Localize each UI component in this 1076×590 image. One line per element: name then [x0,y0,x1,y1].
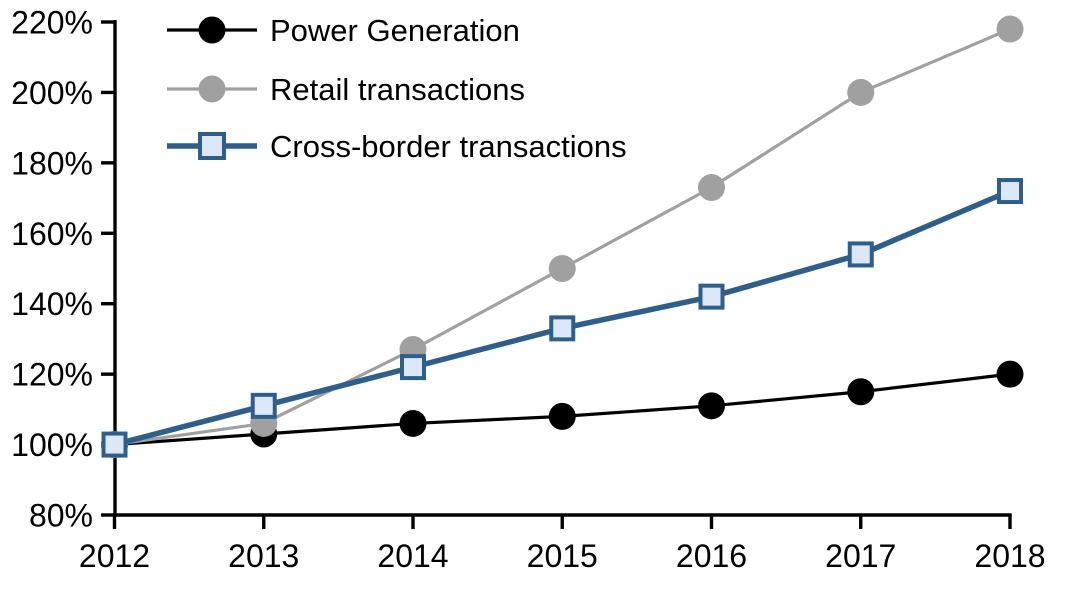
marker-cross-border-transactions-2013 [250,392,277,419]
marker-power-generation-2017 [847,378,875,406]
legend-marker-circle [198,16,226,44]
axis-labels: 80% 100% 120% 140% 160% 180% 200% 220% 2012 2013 2… [11,5,1045,575]
marker-cross-border-transactions-2017 [847,241,874,268]
x-axis-tick-label: 2012 [79,538,150,574]
y-axis-tick-label: 160% [11,216,93,252]
marker-retail-transactions-2018 [996,15,1024,43]
marker-cross-border-transactions-2018 [997,178,1023,205]
legend-label: Cross-border transactions [270,129,627,164]
legend-label: Power Generation [270,13,520,48]
y-axis-tick-label: 220% [11,5,93,41]
marker-retail-transactions-2015 [548,255,576,282]
marker-power-generation-2014 [399,409,427,437]
legend-marker-square [198,132,226,160]
marker-cross-border-transactions-2012 [101,431,128,458]
y-axis-tick-label: 120% [11,357,93,393]
legend-item-retail-transactions: Retail transactions [167,72,525,107]
x-axis-tick-label: 2016 [676,538,747,574]
y-axis-tick-label: 200% [11,75,93,111]
marker-cross-border-transactions-2014 [400,354,426,381]
marker-power-generation-2018 [996,360,1024,388]
x-axis-tick-label: 2013 [228,538,299,574]
y-axis-tick-label: 140% [11,286,93,322]
marker-retail-transactions-2017 [847,78,875,106]
legend-item-cross-border-transactions: Cross-border transactions [167,129,627,164]
legend: Power Generation Retail transactions Cross… [167,13,627,164]
x-axis-tick-label: 2015 [527,538,598,574]
series-cross-border-transactions [101,178,1023,458]
marker-power-generation-2016 [698,392,725,420]
series-retail-transactions [101,15,1024,459]
y-axis-tick-label: 180% [11,145,93,181]
y-axis-tick-label: 100% [11,427,93,463]
x-axis-tick-label: 2014 [377,538,448,574]
legend-marker-circle [198,75,226,103]
y-axis-tick-label: 80% [29,498,93,534]
marker-retail-transactions-2016 [698,174,725,202]
legend-label: Retail transactions [270,72,525,107]
x-axis-tick-label: 2018 [974,538,1045,574]
x-axis-tick-label: 2017 [825,538,896,574]
marker-cross-border-transactions-2016 [698,283,725,310]
legend-item-power-generation: Power Generation [167,13,520,48]
series-line-retail-transactions [112,27,1012,447]
marker-power-generation-2015 [548,402,576,430]
marker-cross-border-transactions-2015 [549,315,576,342]
